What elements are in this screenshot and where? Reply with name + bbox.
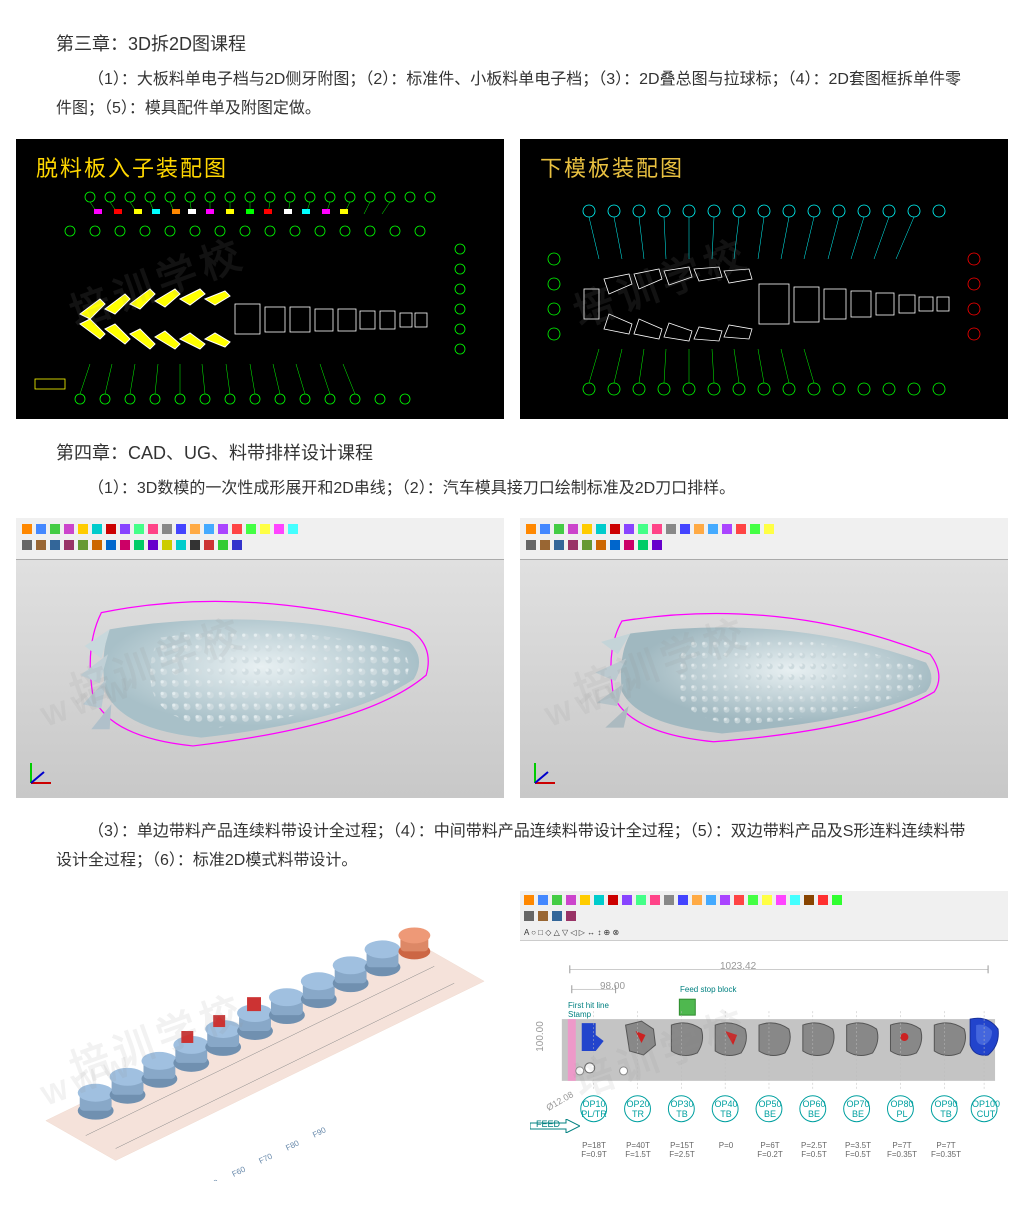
- op-label: OP100CUT: [966, 1099, 1006, 1119]
- axis-icon: [530, 758, 560, 788]
- op-label: OP70BE: [838, 1099, 878, 1119]
- cad-left-svg: [26, 189, 494, 409]
- ug-view-left: [16, 560, 504, 798]
- chapter4-body1: （1）：3D数模的一次性成形展开和2D串线；（2）：汽车模具接刀口绘制标准及2D…: [56, 475, 968, 504]
- ug-view-right: [520, 560, 1008, 798]
- ug-toolbar: [16, 518, 504, 560]
- cad-right-svg: [530, 189, 998, 409]
- op-label: OP80PL: [882, 1099, 922, 1119]
- strip-2d-panel: A ○ □ ◇ △ ▽ ◁ ▷ ↔ ↕ ⊕ ⊗ 1023.42 98.00 10…: [520, 891, 1008, 1181]
- chapter3-body: （1）：大板料单电子档与2D侧牙附图；（2）：标准件、小板料单电子档；（3）：2…: [56, 66, 968, 124]
- op-label: OP40TB: [706, 1099, 746, 1119]
- chapter3-images: 脱料板入子装配图: [16, 139, 1008, 419]
- strip-3d-svg: F20F30F40 F50F60F70 F80F90: [16, 891, 504, 1181]
- chapter4-title: 第四章：CAD、UG、料带排样设计课程: [56, 439, 1024, 465]
- toolbar-icons: [18, 520, 502, 562]
- op-label: OP90TB: [926, 1099, 966, 1119]
- cad-left-content: [26, 189, 494, 409]
- op-label: OP50BE: [750, 1099, 790, 1119]
- chapter3-title: 第三章：3D拆2D图课程: [56, 30, 1024, 56]
- wing-svg-right: [544, 596, 983, 763]
- op-val: P=7TF=0.35T: [924, 1141, 968, 1159]
- strip2d-canvas: 1023.42 98.00 100.00 Ø12.08 First hit li…: [520, 941, 1008, 1181]
- wing-svg-left: [40, 596, 479, 763]
- ug-panel-left: 培训学校 WWW: [16, 518, 504, 798]
- strip2d-toolbar: A ○ □ ◇ △ ▽ ◁ ▷ ↔ ↕ ⊕ ⊗: [520, 891, 1008, 941]
- chapter4-images-1: 培训学校 WWW: [16, 518, 1008, 798]
- strip-3d-panel: F20F30F40 F50F60F70 F80F90 培训学校 WWW: [16, 891, 504, 1181]
- cad-right-content: [530, 189, 998, 409]
- chapter4-images-2: F20F30F40 F50F60F70 F80F90 培训学校 WWW: [16, 891, 1008, 1181]
- svg-text:A ○ □ ◇ △ ▽ ◁ ▷ ↔ ↕ ⊕ ⊗: A ○ □ ◇ △ ▽ ◁ ▷ ↔ ↕ ⊕ ⊗: [524, 928, 619, 937]
- chapter4-body2: （3）：单边带料产品连续料带设计全过程；（4）：中间带料产品连续料带设计全过程；…: [56, 818, 968, 876]
- cad-left-title: 脱料板入子装配图: [36, 151, 228, 183]
- cad-assembly-right: 下模板装配图: [520, 139, 1008, 419]
- op-label: OP10PL/TR: [574, 1099, 614, 1119]
- op-label: OP20TR: [618, 1099, 658, 1119]
- op-val: P=2.5TF=0.5T: [792, 1141, 836, 1159]
- axis-icon: [26, 758, 56, 788]
- cad-right-title: 下模板装配图: [540, 151, 684, 183]
- op-val: P=40TF=1.5T: [616, 1141, 660, 1159]
- op-val: P=0: [704, 1141, 748, 1150]
- ug-toolbar: [520, 518, 1008, 560]
- op-val: P=6TF=0.2T: [748, 1141, 792, 1159]
- cad-assembly-left: 脱料板入子装配图: [16, 139, 504, 419]
- op-val: P=15TF=2.5T: [660, 1141, 704, 1159]
- ug-panel-right: 培训学校 WWW: [520, 518, 1008, 798]
- op-val: P=3.5TF=0.5T: [836, 1141, 880, 1159]
- op-val: P=7TF=0.35T: [880, 1141, 924, 1159]
- toolbar-icons: A ○ □ ◇ △ ▽ ◁ ▷ ↔ ↕ ⊕ ⊗: [520, 891, 1008, 941]
- op-label: OP60BE: [794, 1099, 834, 1119]
- op-val: P=18TF=0.9T: [572, 1141, 616, 1159]
- op-label: OP30TB: [662, 1099, 702, 1119]
- toolbar-icons: [522, 520, 1006, 562]
